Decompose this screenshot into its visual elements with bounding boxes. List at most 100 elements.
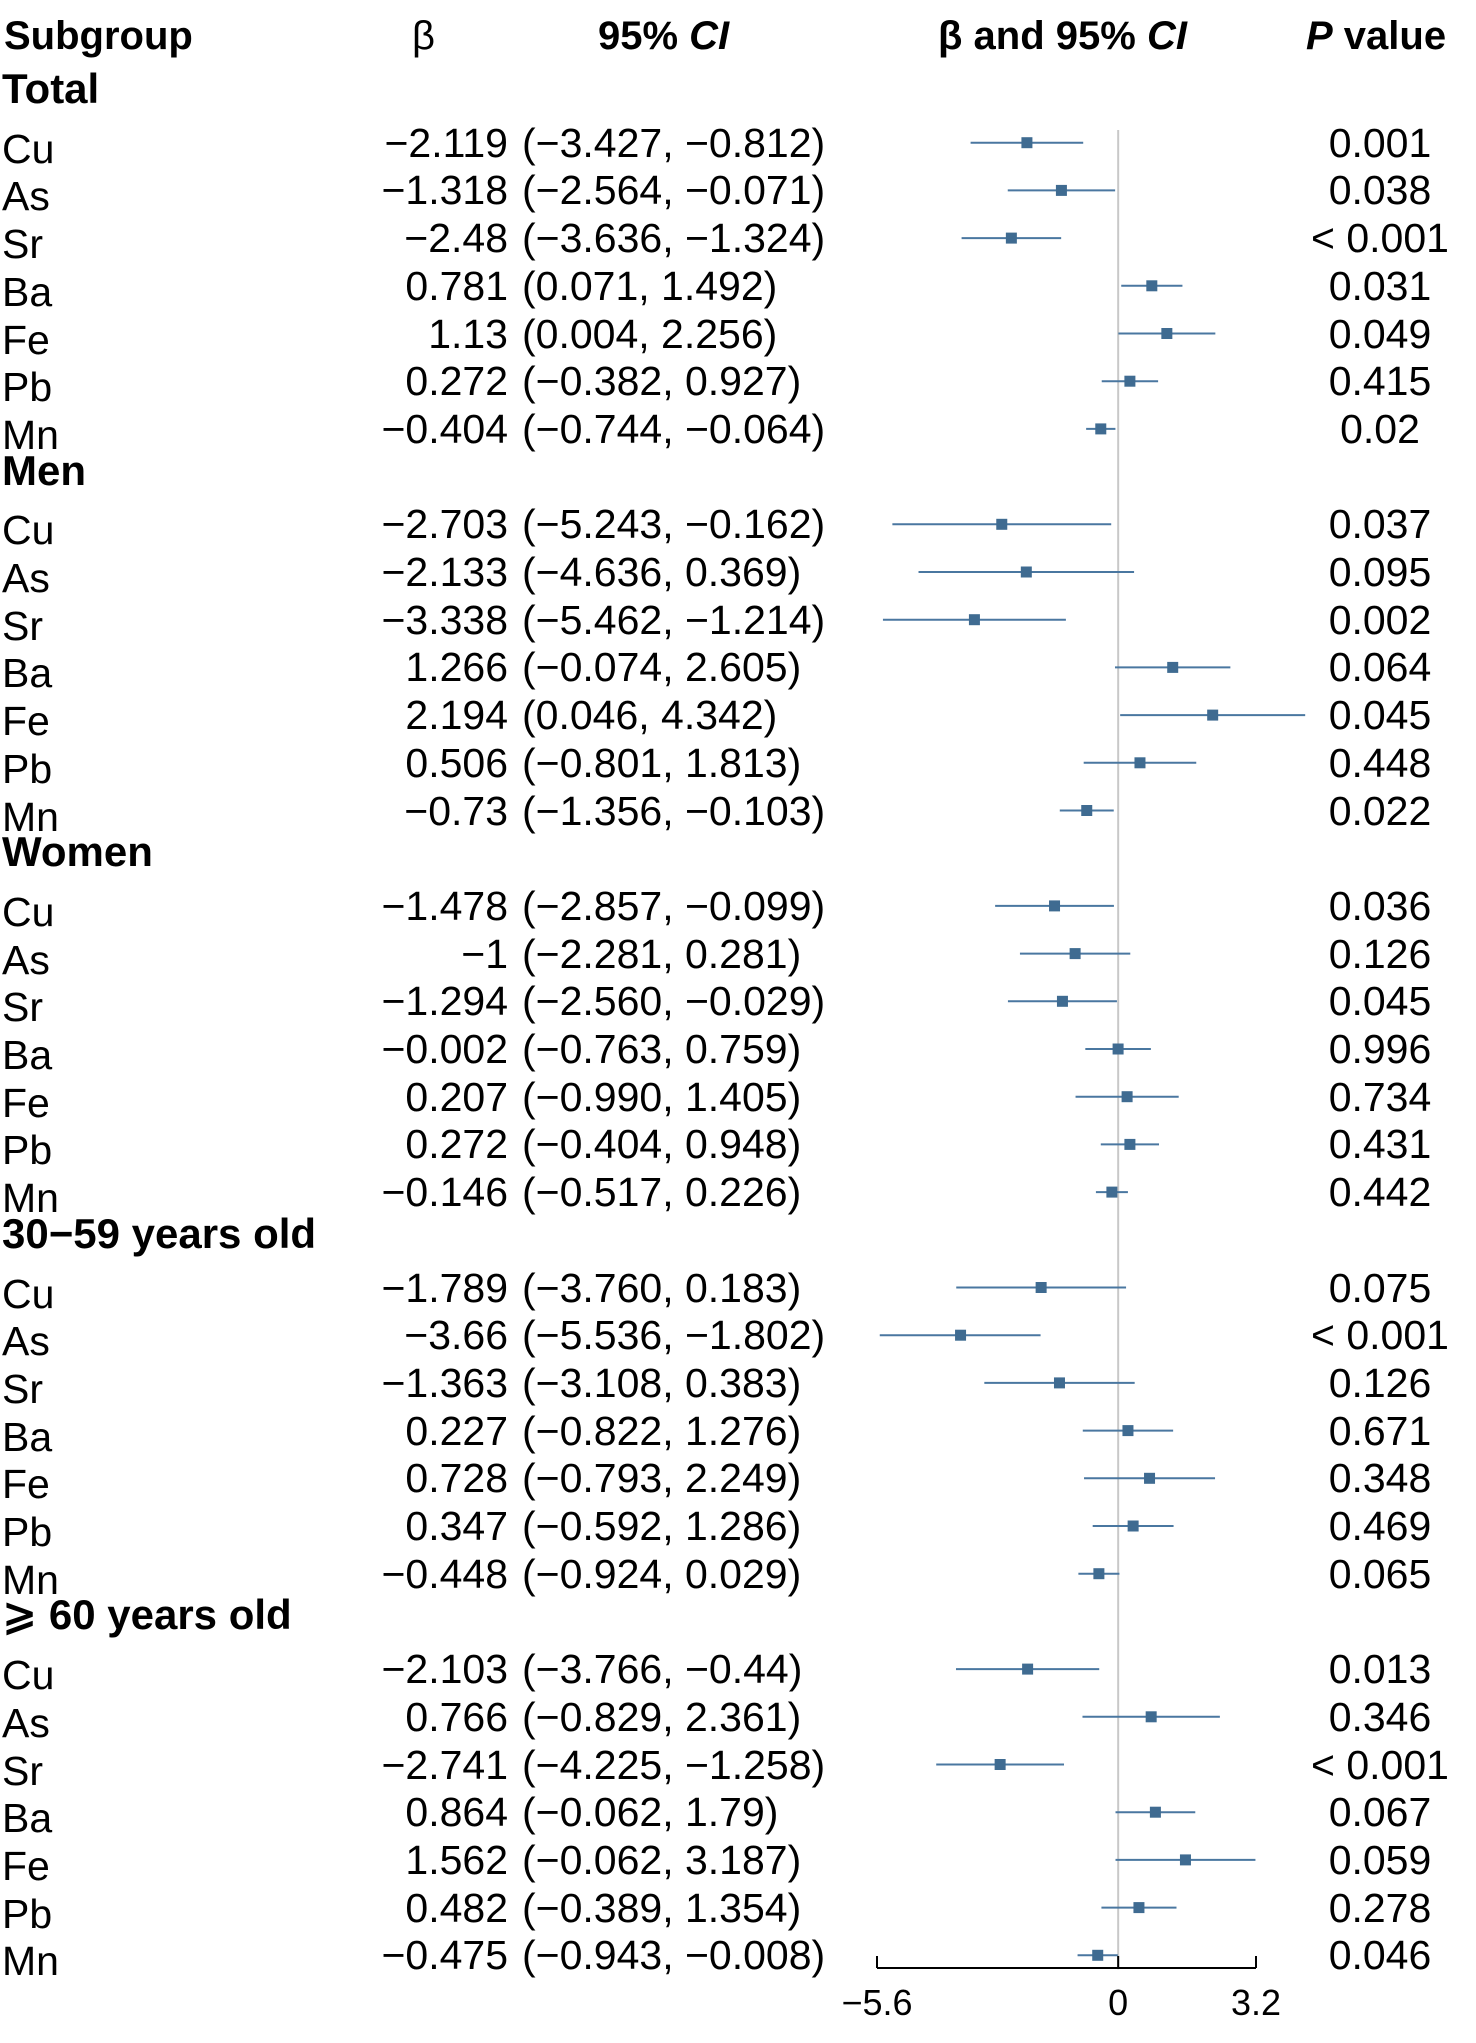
ci-value: (−0.763, 0.759) (522, 1026, 802, 1072)
row-label: Fe (2, 1461, 50, 1508)
p-value: < 0.001 (1311, 215, 1449, 262)
ci-value: (−0.829, 2.361) (522, 1693, 802, 1740)
ci-value: (−3.427, −0.812) (522, 119, 826, 166)
row-label: Cu (2, 507, 55, 554)
ci-value: (−0.517, 0.226) (522, 1169, 802, 1216)
estimate-marker (1124, 375, 1136, 387)
p-value: 0.013 (1328, 1646, 1432, 1693)
beta-value: −2.103 (381, 1646, 508, 1693)
header-ci: 95% CI (598, 6, 729, 66)
p-value: < 0.001 (1311, 1741, 1449, 1788)
row-label: Sr (2, 602, 43, 649)
estimate-marker (1022, 1663, 1034, 1675)
ci-value: (−0.744, −0.064) (522, 405, 826, 452)
group-label: 30−59 years old (2, 1209, 317, 1257)
estimate-marker (1069, 948, 1081, 960)
ci-value: (−0.389, 1.354) (522, 1884, 802, 1931)
beta-value: 2.194 (405, 692, 508, 739)
estimate-marker (1021, 137, 1033, 149)
row-label: As (2, 173, 50, 220)
ci-value: (−0.801, 1.813) (522, 739, 802, 786)
row-label: Fe (2, 1079, 50, 1126)
ci-value: (0.046, 4.342) (522, 692, 778, 739)
ci-value: (−2.857, −0.099) (522, 882, 826, 929)
ci-value: (−2.560, −0.029) (522, 978, 826, 1025)
beta-value: −0.002 (381, 1026, 508, 1072)
beta-value: −1.363 (381, 1359, 508, 1406)
header-ci-prefix: 95% (598, 14, 690, 58)
beta-value: 0.864 (405, 1789, 508, 1836)
p-value: 0.045 (1328, 978, 1432, 1025)
ci-value: (−0.793, 2.249) (522, 1455, 802, 1502)
estimate-marker (1020, 566, 1032, 578)
row-label: Fe (2, 1842, 50, 1889)
beta-value: 0.272 (405, 358, 508, 405)
ci-value: (−0.404, 0.948) (522, 1121, 802, 1168)
row-label: Ba (2, 650, 53, 697)
estimate-marker (1049, 900, 1061, 912)
p-value: 0.02 (1340, 405, 1420, 452)
header-plot-prefix: β and 95% (938, 14, 1147, 58)
p-value: 0.045 (1328, 692, 1432, 739)
header-subgroup: Subgroup (4, 14, 193, 58)
beta-value: −2.741 (381, 1741, 508, 1788)
p-value: 0.469 (1328, 1503, 1432, 1549)
beta-value: 0.506 (405, 739, 508, 786)
p-value: 0.095 (1328, 549, 1432, 595)
ci-value: (−5.462, −1.214) (522, 596, 826, 643)
p-value: 0.442 (1328, 1169, 1432, 1216)
beta-value: −0.146 (381, 1169, 508, 1216)
row-label: Fe (2, 698, 50, 745)
p-value: 0.002 (1328, 596, 1432, 643)
estimate-marker (1005, 232, 1017, 244)
row-label: Sr (2, 1747, 43, 1794)
ci-value: (−3.766, −0.44) (522, 1646, 803, 1693)
estimate-marker (1053, 1377, 1065, 1389)
estimate-marker (1122, 1425, 1134, 1437)
beta-value: −2.48 (404, 215, 508, 262)
p-value: 0.064 (1328, 644, 1432, 691)
ci-value: (−5.243, −0.162) (522, 501, 826, 548)
p-value: 0.278 (1328, 1884, 1432, 1931)
p-value: 0.415 (1328, 358, 1432, 405)
estimate-marker (1146, 280, 1158, 292)
beta-value: 0.227 (405, 1407, 508, 1454)
estimate-marker (1112, 1043, 1124, 1055)
beta-value: 0.347 (405, 1503, 508, 1549)
row-label: Pb (2, 745, 53, 792)
beta-value: −1.294 (381, 978, 508, 1025)
beta-value: −2.119 (384, 119, 508, 166)
beta-value: −1 (461, 930, 508, 977)
p-value: 0.734 (1328, 1073, 1432, 1120)
ci-value: (0.071, 1.492) (522, 262, 778, 309)
ci-value: (−3.636, −1.324) (522, 215, 826, 262)
ci-value: (−0.062, 3.187) (522, 1836, 802, 1883)
beta-value: 0.728 (405, 1455, 508, 1502)
ci-value: (−0.592, 1.286) (522, 1503, 802, 1549)
estimate-marker (1081, 805, 1093, 816)
p-value: < 0.001 (1311, 1312, 1449, 1359)
estimate-marker (1134, 757, 1146, 769)
ci-value: (−0.382, 0.927) (522, 358, 802, 405)
beta-value: −2.703 (381, 501, 508, 548)
beta-value: −0.475 (381, 1932, 508, 1979)
ci-value: (−0.943, −0.008) (522, 1932, 826, 1979)
row-label: Pb (2, 1127, 53, 1174)
p-value: 0.067 (1328, 1789, 1432, 1836)
estimate-marker (955, 1329, 967, 1341)
beta-value: −0.73 (404, 787, 508, 834)
estimate-marker (1092, 1949, 1104, 1961)
p-value: 0.346 (1328, 1693, 1432, 1740)
estimate-marker (1144, 1472, 1156, 1484)
estimate-marker (1035, 1282, 1047, 1293)
header-beta: β (412, 14, 436, 58)
estimate-marker (1207, 709, 1219, 721)
p-value: 0.448 (1328, 739, 1432, 786)
header-p-suffix: value (1332, 14, 1447, 58)
p-value: 0.037 (1328, 501, 1432, 548)
beta-value: −1.318 (381, 167, 508, 214)
estimate-marker (1106, 1186, 1118, 1198)
estimate-marker (1093, 1568, 1105, 1580)
row-label: Mn (2, 1556, 59, 1603)
